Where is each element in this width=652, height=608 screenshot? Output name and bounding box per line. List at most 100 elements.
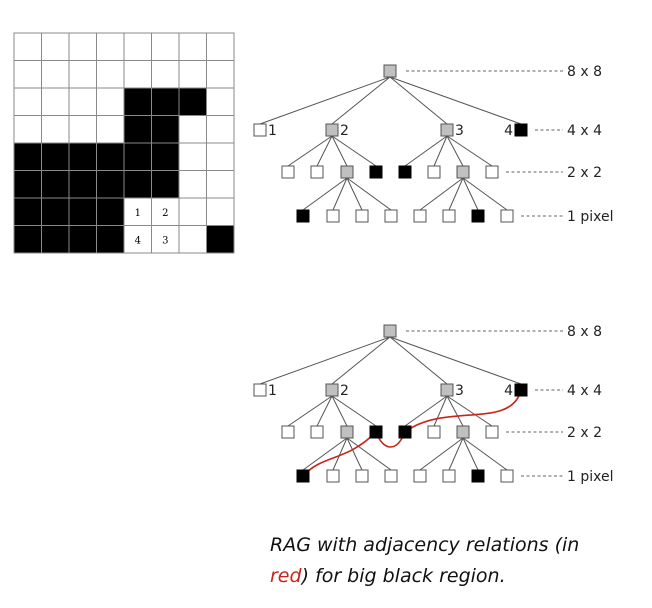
quadrant-label: 3	[455, 383, 464, 399]
grid-cell	[13, 142, 42, 171]
tree-edge	[389, 336, 522, 385]
caption: RAG with adjacency relations (in red) fo…	[270, 530, 610, 592]
quadrant-label: 4	[504, 123, 513, 139]
grid-cell	[206, 142, 235, 171]
grid-cell	[13, 32, 42, 61]
grid-cell	[178, 32, 207, 61]
grid-cell	[68, 87, 97, 116]
pixel-node	[442, 469, 456, 483]
grid-cell	[96, 225, 125, 254]
grid-cell	[96, 142, 125, 171]
pixel-node	[326, 469, 340, 483]
grid-cell-label: 4	[135, 235, 141, 246]
grid-cell	[123, 115, 152, 144]
tree-edge	[331, 135, 348, 167]
tree-edges	[259, 76, 522, 211]
tree-edge	[331, 76, 391, 125]
subquadrant-node	[369, 165, 383, 179]
quadrant-node	[440, 123, 454, 137]
grid-cell	[41, 197, 70, 226]
grid-cell	[96, 87, 125, 116]
pixel-node	[296, 209, 310, 223]
quadrant-node	[325, 123, 339, 137]
grid-cell	[151, 170, 180, 199]
pixel-node	[413, 469, 427, 483]
subquadrant-node	[310, 165, 324, 179]
quadrant-node	[325, 383, 339, 397]
pixel-node	[471, 469, 485, 483]
grid-cell	[13, 87, 42, 116]
tree-edge	[346, 177, 363, 211]
subquadrant-node	[398, 425, 412, 439]
pixel-node	[413, 209, 427, 223]
grid-cell	[178, 60, 207, 89]
grid-cell	[178, 87, 207, 116]
pixel-grid-8x8: 1 2 4 3	[13, 32, 235, 254]
grid-cell-label: 1	[135, 208, 141, 219]
tree-edge	[433, 395, 448, 427]
tree-edge	[331, 135, 377, 167]
grid-cell	[151, 32, 180, 61]
subquadrant-node	[456, 165, 470, 179]
caption-highlight: red	[270, 565, 302, 587]
grid-cell	[206, 170, 235, 199]
quadrant-node	[440, 383, 454, 397]
grid-cell	[41, 60, 70, 89]
tree-edge	[259, 76, 391, 125]
tree-edge	[302, 437, 348, 471]
tree-edge	[446, 135, 464, 167]
tree-edge	[331, 395, 377, 427]
grid-cell	[41, 32, 70, 61]
tree-edge	[462, 177, 508, 211]
level-label: 4 x 4	[567, 383, 602, 399]
grid-cell	[68, 197, 97, 226]
subquadrant-node	[340, 425, 354, 439]
subquadrant-node	[281, 165, 295, 179]
tree-edge	[389, 336, 448, 385]
tree-edge	[448, 177, 464, 211]
root-node	[383, 324, 397, 338]
grid-cell	[151, 142, 180, 171]
adjacency-edge	[404, 389, 522, 433]
tree-edge	[404, 395, 448, 427]
level-label: 4 x 4	[567, 123, 602, 139]
tree-edge	[332, 437, 348, 471]
grid-cell-label: 3	[162, 235, 168, 246]
quadrant-label: 1	[268, 383, 277, 399]
tree-edge	[419, 437, 464, 471]
subquadrant-node	[340, 165, 354, 179]
tree-edge	[346, 437, 392, 471]
grid-cell	[13, 197, 42, 226]
grid-cell	[96, 170, 125, 199]
subquadrant-node	[427, 425, 441, 439]
tree-edge	[462, 437, 508, 471]
root-node	[383, 64, 397, 78]
pixel-node	[355, 469, 369, 483]
grid-cell	[13, 60, 42, 89]
level-label: 1 pixel	[567, 469, 614, 485]
tree-edge	[332, 177, 348, 211]
grid-cell	[123, 87, 152, 116]
pixel-node	[471, 209, 485, 223]
grid-cell	[41, 170, 70, 199]
grid-cell	[41, 142, 70, 171]
tree-edge	[346, 437, 363, 471]
quadrant-node	[253, 383, 267, 397]
tree-edge	[259, 336, 391, 385]
tree-edge	[346, 177, 392, 211]
level-label: 2 x 2	[567, 425, 602, 441]
subquadrant-node	[456, 425, 470, 439]
pixel-node	[500, 209, 514, 223]
grid-cell	[151, 60, 180, 89]
pixel-node	[442, 209, 456, 223]
grid-cell	[178, 170, 207, 199]
grid-cell	[96, 115, 125, 144]
subquadrant-node	[485, 425, 499, 439]
level-label: 8 x 8	[567, 324, 602, 340]
grid-cell	[178, 115, 207, 144]
grid-cell	[206, 225, 235, 254]
tree-edge	[287, 135, 333, 167]
tree-edge	[316, 135, 333, 167]
grid-cell	[68, 32, 97, 61]
